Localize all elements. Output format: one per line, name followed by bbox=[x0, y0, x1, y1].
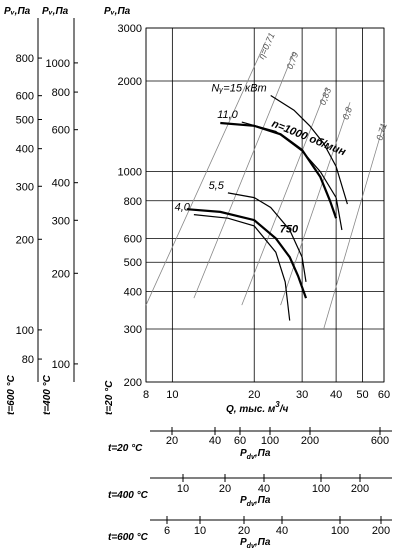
dynamic-pressure-scale: 20 40 60 100 200 600 t=20 °C Pdv,Па bbox=[108, 427, 392, 461]
power-curve-label: 4,0 bbox=[175, 202, 191, 214]
dynamic-scale-tick-label: 40 bbox=[276, 525, 288, 537]
efficiency-line bbox=[280, 102, 351, 306]
y-tick-label: 500 bbox=[124, 257, 142, 269]
aux-axis-tick-label: 300 bbox=[52, 215, 70, 227]
aux-axis-tick-label: 800 bbox=[16, 53, 34, 65]
efficiency-lines: η=0,71 0,79 0,83 0,8 0,71 bbox=[145, 31, 389, 330]
aux-axis-temp-label: t=400 °C bbox=[42, 374, 53, 415]
y-tick-label: 1000 bbox=[118, 167, 142, 179]
aux-axis-title: Pᵥ,Па bbox=[4, 6, 31, 17]
x-tick-label: 40 bbox=[330, 389, 342, 401]
x-axis-title-unit: /ч bbox=[279, 404, 289, 415]
speed-curve bbox=[220, 121, 338, 219]
aux-axis-tick-label: 800 bbox=[52, 87, 70, 99]
power-curve bbox=[270, 94, 348, 205]
y-tick-label: 600 bbox=[124, 233, 142, 245]
speed-curve bbox=[186, 208, 308, 299]
aux-axis-tick-label: 100 bbox=[52, 359, 70, 371]
x-axis-ticks: 8 10 20 30 40 50 60 bbox=[143, 389, 390, 401]
dynamic-scale-tick-label: 40 bbox=[209, 435, 221, 447]
dynamic-scale-tick-label: 200 bbox=[301, 435, 319, 447]
y-axis-ticks: 200 300 400 500 600 800 1000 2000 3000 bbox=[118, 23, 142, 389]
aux-axis-tick-label: 80 bbox=[22, 354, 34, 366]
y-axis-temp-label: t=20 °C bbox=[104, 380, 115, 415]
aux-axis-tick-label: 600 bbox=[16, 91, 34, 103]
dynamic-scale-tick-label: 100 bbox=[312, 483, 330, 495]
power-curves: Nᵧ=15 кВт 11,0 5,5 4,0 bbox=[175, 83, 348, 321]
aux-axis: Pᵥ,Па 80 100 200 300 400 500 600 800 t=600 °C bbox=[4, 6, 42, 415]
power-curve-label: 11,0 bbox=[217, 109, 238, 121]
x-tick-label: 30 bbox=[296, 389, 308, 401]
dynamic-scale-tick-label: 6 bbox=[164, 525, 170, 537]
aux-axis: Pᵥ,Па 100 200 300 400 600 800 1000 t=400 °C bbox=[42, 6, 78, 415]
dynamic-scale-tick-label: 20 bbox=[238, 525, 250, 537]
efficiency-label: 0,83 bbox=[317, 86, 333, 106]
power-curve-label: Nᵧ=15 кВт bbox=[211, 83, 266, 95]
efficiency-line bbox=[193, 51, 295, 299]
y-axis-title: Pᵥ,Па bbox=[104, 6, 131, 17]
efficiency-label: η=0,71 bbox=[256, 31, 277, 60]
aux-axis-tick-label: 200 bbox=[16, 234, 34, 246]
x-tick-label: 8 bbox=[143, 389, 149, 401]
power-curve bbox=[193, 214, 291, 321]
aux-axis-tick-label: 300 bbox=[16, 181, 34, 193]
aux-axis-tick-label: 500 bbox=[16, 115, 34, 127]
dynamic-scale-tick-label: 100 bbox=[261, 435, 279, 447]
dynamic-scale-tick-label: 60 bbox=[234, 435, 246, 447]
dynamic-pressure-scales: 20 40 60 100 200 600 t=20 °C Pdv,Па 10 20 40 100 200… bbox=[108, 427, 392, 550]
x-axis-title: Q, тыс. м3/ч bbox=[226, 400, 289, 415]
y-tick-label: 2000 bbox=[118, 76, 142, 88]
efficiency-label: 0,79 bbox=[285, 51, 301, 71]
aux-axis-temp-label: t=600 °C bbox=[6, 374, 17, 415]
dynamic-scale-title: Pdv,Па bbox=[240, 495, 271, 508]
speed-curve-label: 750 bbox=[280, 223, 299, 235]
efficiency-label: 0,8 bbox=[340, 106, 354, 121]
efficiency-label: 0,71 bbox=[374, 122, 389, 142]
main-plot: η=0,71 0,79 0,83 0,8 0,71 Nᵧ=15 кВт 11,0 5,5 4,… bbox=[118, 23, 391, 401]
dynamic-scale-title: Pdv,Па bbox=[240, 448, 271, 461]
x-axis-title-main: Q, тыс. м bbox=[226, 404, 276, 415]
aux-axis-tick-label: 1000 bbox=[46, 58, 70, 70]
aux-axis-title: Pᵥ,Па bbox=[42, 6, 69, 17]
aux-axis-tick-label: 100 bbox=[16, 325, 34, 337]
dynamic-scale-tick-label: 200 bbox=[351, 483, 369, 495]
aux-axis-tick-label: 200 bbox=[52, 268, 70, 280]
y-tick-label: 3000 bbox=[118, 23, 142, 35]
power-curve bbox=[227, 192, 307, 282]
x-tick-label: 60 bbox=[378, 389, 390, 401]
x-axis-title-sup: 3 bbox=[275, 400, 280, 409]
power-curve-label: 5,5 bbox=[209, 180, 225, 192]
dynamic-scale-tick-label: 10 bbox=[177, 483, 189, 495]
dynamic-pressure-scale: 10 20 40 100 200 t=400 °C Pdv,Па bbox=[108, 474, 392, 508]
y-tick-label: 300 bbox=[124, 324, 142, 336]
efficiency-line bbox=[145, 41, 266, 306]
x-tick-label: 20 bbox=[248, 389, 260, 401]
dynamic-pressure-scale: 6 10 20 40 100 200 t=600 °C Pdv,Па bbox=[108, 516, 392, 550]
dynamic-scale-tick-label: 200 bbox=[372, 525, 390, 537]
aux-axis-tick-label: 400 bbox=[16, 144, 34, 156]
dynamic-scale-temp-label: t=400 °C bbox=[108, 490, 149, 501]
y-tick-label: 400 bbox=[124, 286, 142, 298]
dynamic-scale-tick-label: 40 bbox=[258, 483, 270, 495]
dynamic-scale-tick-label: 20 bbox=[166, 435, 178, 447]
dynamic-scale-temp-label: t=20 °C bbox=[108, 443, 143, 454]
dynamic-scale-temp-label: t=600 °C bbox=[108, 532, 149, 543]
dynamic-scale-tick-label: 10 bbox=[194, 525, 206, 537]
dynamic-scale-tick-label: 600 bbox=[371, 435, 389, 447]
y-tick-label: 200 bbox=[124, 377, 142, 389]
aux-axis-tick-label: 600 bbox=[52, 125, 70, 137]
x-tick-label: 50 bbox=[356, 389, 368, 401]
y-tick-label: 800 bbox=[124, 196, 142, 208]
efficiency-line bbox=[241, 87, 328, 306]
efficiency-line bbox=[323, 122, 385, 330]
x-tick-label: 10 bbox=[166, 389, 178, 401]
dynamic-scale-tick-label: 100 bbox=[331, 525, 349, 537]
dynamic-scale-tick-label: 20 bbox=[219, 483, 231, 495]
dynamic-scale-title: Pdv,Па bbox=[240, 537, 271, 550]
aux-axis-tick-label: 400 bbox=[52, 178, 70, 190]
